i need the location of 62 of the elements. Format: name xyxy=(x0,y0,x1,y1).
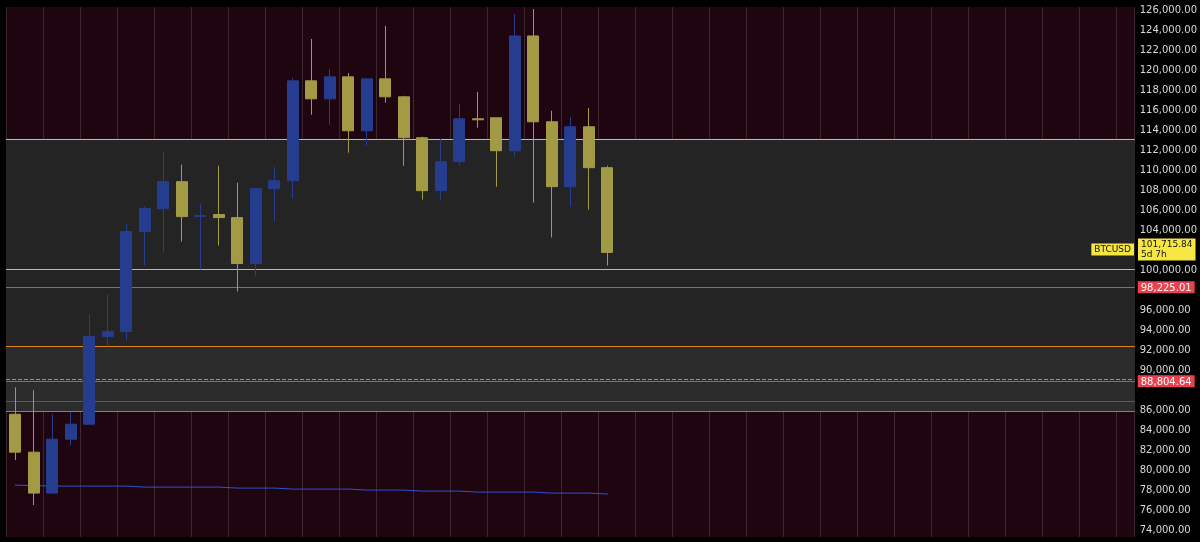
candlestick xyxy=(472,91,484,129)
candlestick xyxy=(453,103,465,167)
candlestick xyxy=(157,151,169,254)
y-tick-label: 122,000.00 xyxy=(1139,44,1198,56)
y-tick-label: 92,000.00 xyxy=(1139,343,1191,355)
candlestick xyxy=(546,110,558,239)
y-tick-label: 86,000.00 xyxy=(1139,403,1191,415)
candlestick xyxy=(324,68,336,126)
y-tick-label: 96,000.00 xyxy=(1139,303,1191,315)
candlestick xyxy=(9,386,21,461)
candlestick xyxy=(509,13,521,158)
line-series xyxy=(14,484,608,495)
y-tick-label: 104,000.00 xyxy=(1139,224,1198,236)
candlestick xyxy=(361,78,373,147)
candlestick xyxy=(305,38,317,116)
y-tick-label: 110,000.00 xyxy=(1139,164,1198,176)
candlestick xyxy=(194,203,206,270)
y-tick-label: 124,000.00 xyxy=(1139,24,1198,36)
y-tick-label: 106,000.00 xyxy=(1139,204,1198,216)
y-tick-label: 76,000.00 xyxy=(1139,503,1191,515)
y-tick-label: 100,000.00 xyxy=(1139,264,1198,275)
candlestick xyxy=(398,95,410,167)
y-tick-label: 82,000.00 xyxy=(1139,443,1191,455)
candlestick xyxy=(527,8,539,204)
y-tick-label: 112,000.00 xyxy=(1139,144,1198,156)
y-tick-label: 94,000.00 xyxy=(1139,323,1191,335)
y-tick-label: 90,000.00 xyxy=(1139,363,1191,375)
y-tick-label: 74,000.00 xyxy=(1139,523,1191,535)
y-tick-label: 120,000.00 xyxy=(1139,64,1198,76)
candlestick xyxy=(287,77,299,200)
candlestick xyxy=(83,313,95,425)
ref-line-label: 98,225.01 xyxy=(1140,281,1192,293)
y-tick-label: 84,000.00 xyxy=(1139,423,1191,435)
candlestick xyxy=(379,25,391,104)
candlestick xyxy=(120,223,132,341)
candlestick xyxy=(176,164,188,243)
candlestick xyxy=(564,116,576,208)
y-tick-label: 80,000.00 xyxy=(1139,463,1191,475)
candlestick xyxy=(65,411,77,446)
candlestick xyxy=(583,107,595,211)
y-tick-label: 116,000.00 xyxy=(1139,104,1198,116)
text: 101,715.84 5d 7h xyxy=(1141,239,1193,260)
y-tick-label: 114,000.00 xyxy=(1139,124,1198,136)
y-tick-label: 108,000.00 xyxy=(1139,184,1198,196)
candlestick xyxy=(342,72,354,154)
candlestick xyxy=(435,138,447,201)
y-tick-label: 78,000.00 xyxy=(1139,483,1191,495)
candlestick xyxy=(250,187,262,277)
candlestick xyxy=(416,136,428,201)
candlestick xyxy=(231,182,243,292)
candlestick xyxy=(213,165,225,247)
annotation: BTCUSD xyxy=(1094,244,1132,255)
candlestick xyxy=(139,206,151,267)
candlestick xyxy=(601,165,613,267)
candlestick xyxy=(28,389,40,506)
ref-line-label: 88,804.64 xyxy=(1140,375,1192,387)
y-tick-label: 118,000.00 xyxy=(1139,84,1198,96)
candlestick xyxy=(46,413,58,494)
y-tick-label: 126,000.00 xyxy=(1139,4,1198,16)
candlestick xyxy=(268,166,280,223)
candlestick xyxy=(490,117,502,188)
candlestick xyxy=(102,293,114,347)
